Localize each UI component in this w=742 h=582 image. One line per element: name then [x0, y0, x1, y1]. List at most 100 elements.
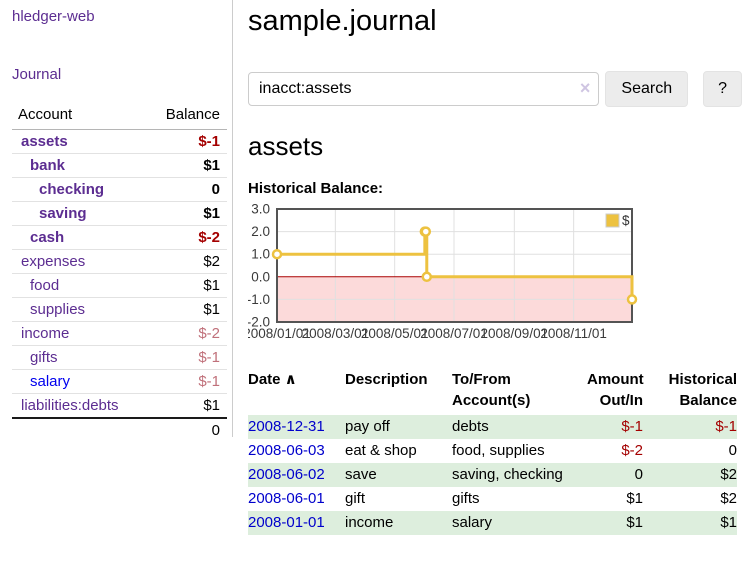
account-balance: $-2 — [143, 321, 227, 346]
transaction-balance: $2 — [720, 490, 737, 507]
transaction-description: save — [345, 466, 377, 483]
transaction-amount: $-1 — [621, 418, 643, 435]
sidebar: hledger-web Journal Account Balance asse… — [0, 0, 233, 442]
legend-label: $ — [622, 213, 630, 228]
transaction-date-link[interactable]: 2008-12-31 — [248, 418, 325, 435]
transaction-amount: $1 — [626, 514, 643, 531]
search-button[interactable]: Search — [605, 71, 689, 107]
svg-text:2008/09/01: 2008/09/01 — [481, 326, 549, 341]
account-row: liabilities:debts $1 — [12, 393, 227, 419]
transaction-date-link[interactable]: 2008-01-01 — [248, 514, 325, 531]
register-column-date[interactable]: Date ∧ — [248, 371, 297, 388]
transaction-date-link[interactable]: 2008-06-02 — [248, 466, 325, 483]
svg-text:0.0: 0.0 — [251, 269, 270, 284]
transaction-description: income — [345, 514, 394, 531]
account-balance: $2 — [143, 249, 227, 274]
transaction-date-link[interactable]: 2008-06-03 — [248, 442, 325, 459]
account-row: income $-2 — [12, 321, 227, 346]
account-row: food $1 — [12, 273, 227, 298]
legend-swatch — [605, 213, 620, 228]
transaction-accounts: salary — [452, 514, 493, 531]
accounts-column-account: Account — [12, 102, 144, 130]
transaction-accounts: food, supplies — [452, 442, 545, 459]
account-balance: $-1 — [143, 345, 227, 370]
svg-text:1.0: 1.0 — [251, 247, 270, 262]
account-balance: $-1 — [143, 129, 227, 154]
register-row: 2008-06-03 eat & shop food, supplies $-2 0 — [248, 439, 737, 463]
transaction-amount: $1 — [626, 490, 643, 507]
sidebar-item-journal[interactable]: Journal — [12, 66, 62, 83]
sort-ascending-icon: ∧ — [280, 371, 297, 388]
sidebar-account-saving[interactable]: saving — [39, 205, 87, 222]
sidebar-account-supplies[interactable]: supplies — [30, 301, 86, 318]
svg-text:-2.0: -2.0 — [248, 315, 270, 330]
svg-text:2008/01/01: 2008/01/01 — [248, 326, 311, 341]
accounts-column-balance: Balance — [143, 102, 227, 130]
sidebar-account-income[interactable]: income — [21, 325, 70, 342]
data-point-marker — [626, 294, 638, 305]
sidebar-account-cash[interactable]: cash — [30, 229, 65, 246]
account-row: bank $1 — [12, 153, 227, 178]
help-button[interactable]: ? — [703, 71, 742, 107]
transaction-accounts: gifts — [452, 490, 480, 507]
transaction-date-link[interactable]: 2008-06-01 — [248, 490, 325, 507]
transaction-balance: $2 — [720, 466, 737, 483]
brand-link[interactable]: hledger-web — [12, 8, 95, 25]
account-balance: $1 — [143, 273, 227, 298]
transaction-balance: 0 — [728, 442, 737, 459]
register-row: 2008-06-02 save saving, checking 0 $2 — [248, 463, 737, 487]
register-row: 2008-06-01 gift gifts $1 $2 — [248, 487, 737, 511]
register-column-amount-out-in: Amount Out/In — [587, 371, 644, 409]
register-row: 2008-12-31 pay off debts $-1 $-1 — [248, 415, 737, 439]
page-title: sample.journal — [248, 5, 437, 37]
svg-text:-1.0: -1.0 — [248, 292, 270, 307]
sidebar-account-liabilities-debts[interactable]: liabilities:debts — [21, 397, 119, 414]
account-row: saving $1 — [12, 201, 227, 226]
sidebar-account-assets[interactable]: assets — [21, 133, 68, 150]
sidebar-account-checking[interactable]: checking — [39, 181, 105, 198]
transaction-description: pay off — [345, 418, 390, 435]
account-row: supplies $1 — [12, 297, 227, 322]
account-row: checking 0 — [12, 177, 227, 202]
register-column-description: Description — [345, 371, 428, 388]
svg-text:2.0: 2.0 — [251, 224, 270, 239]
sidebar-account-salary[interactable]: salary — [30, 373, 71, 390]
chart-title: Historical Balance: — [248, 180, 384, 197]
accounts-total-balance: 0 — [143, 417, 227, 442]
transaction-amount: $-2 — [621, 442, 643, 459]
search-input[interactable] — [248, 72, 600, 106]
data-point-marker — [420, 226, 432, 237]
search-row: × Search ? — [248, 71, 742, 107]
transaction-accounts: debts — [452, 418, 489, 435]
clear-search-icon[interactable]: × — [579, 78, 591, 98]
account-balance: $1 — [143, 153, 227, 178]
account-heading: assets — [248, 131, 324, 161]
transaction-description: gift — [345, 490, 366, 507]
register-row: 2008-01-01 income salary $1 $1 — [248, 511, 737, 535]
account-row: cash $-2 — [12, 225, 227, 250]
main-content: sample.journal × Search ? assets Histori… — [233, 0, 742, 535]
account-balance: $-1 — [143, 369, 227, 394]
search-box: × — [248, 72, 600, 106]
data-point-marker — [421, 271, 433, 283]
transaction-balance: $-1 — [715, 418, 737, 435]
transaction-amount: 0 — [634, 466, 643, 483]
sidebar-account-food[interactable]: food — [30, 277, 60, 294]
account-balance: $1 — [143, 297, 227, 322]
svg-text:2008/03/01: 2008/03/01 — [302, 326, 370, 341]
register-column-historical-balance: Historical Balance — [668, 371, 737, 409]
sidebar-account-expenses[interactable]: expenses — [21, 253, 86, 270]
register-table: Date ∧ Description To/From Account(s) Amoun… — [248, 369, 737, 535]
svg-text:2008/11/01: 2008/11/01 — [540, 326, 607, 341]
account-balance: $1 — [143, 201, 227, 226]
register-column-to-from-account-s-: To/From Account(s) — [452, 371, 531, 409]
account-balance: $-2 — [143, 225, 227, 250]
sidebar-account-gifts[interactable]: gifts — [30, 349, 58, 366]
account-balance: 0 — [143, 177, 227, 202]
transaction-description: eat & shop — [345, 442, 417, 459]
accounts-table: Account Balance assets $-1 bank $1 checking 0… — [12, 102, 227, 442]
account-row: expenses $2 — [12, 249, 227, 274]
svg-text:3.0: 3.0 — [251, 202, 270, 217]
data-point-marker — [271, 248, 283, 260]
sidebar-account-bank[interactable]: bank — [30, 157, 66, 174]
